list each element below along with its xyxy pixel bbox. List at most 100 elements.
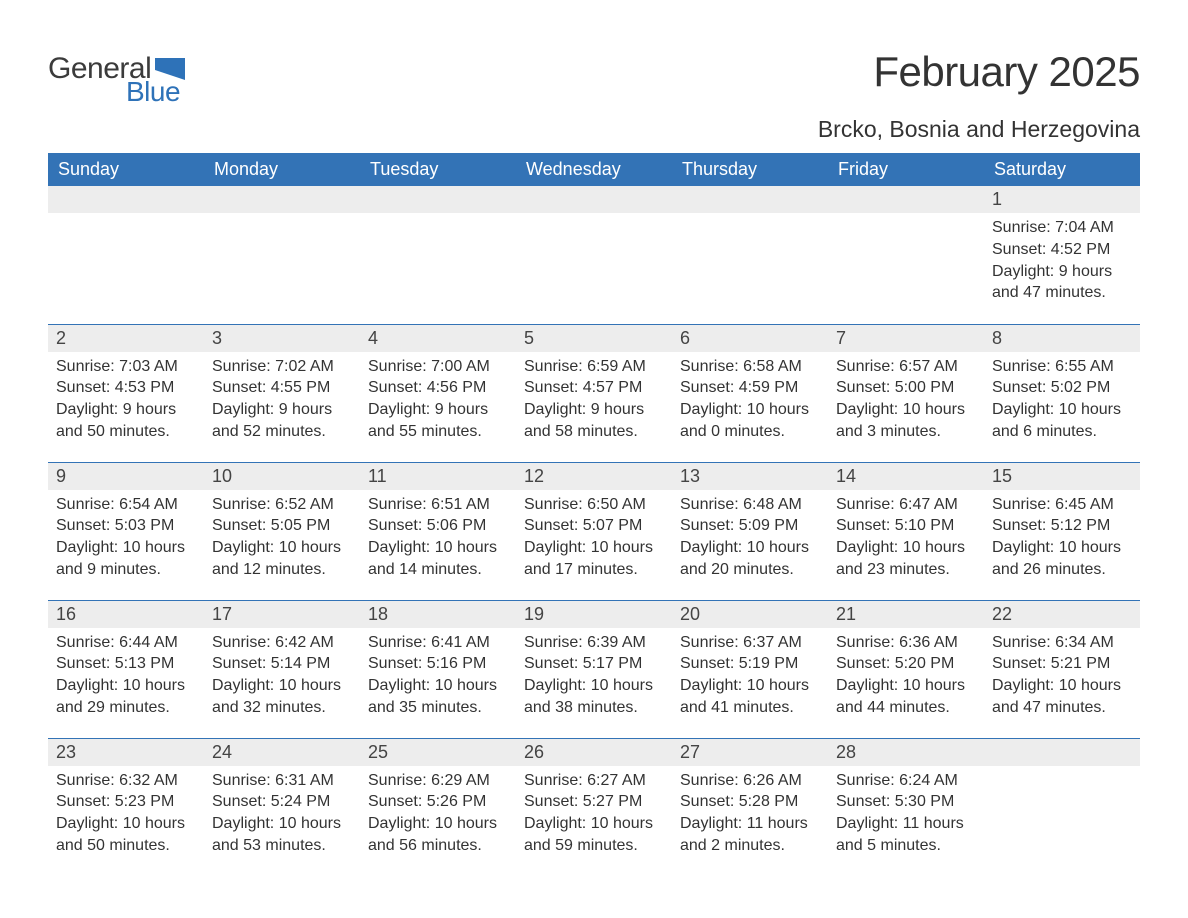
day-number: 16 [48,601,204,628]
day-details: Sunrise: 6:55 AMSunset: 5:02 PMDaylight:… [984,352,1140,450]
day-number-bar [984,739,1140,766]
sunset-text: Sunset: 5:07 PM [524,515,664,537]
sunrise-text: Sunrise: 6:57 AM [836,356,976,378]
calendar-day-cell: 17 Sunrise: 6:42 AMSunset: 5:14 PMDayligh… [204,600,360,738]
daylight-text: Daylight: 9 hours and 47 minutes. [992,261,1132,304]
sunrise-text: Sunrise: 6:52 AM [212,494,352,516]
sunset-text: Sunset: 5:00 PM [836,377,976,399]
weekday-header: Monday [204,153,360,186]
calendar-day-cell: 12Sunrise: 6:50 AMSunset: 5:07 PMDayligh… [516,462,672,600]
calendar-day-cell: 2Sunrise: 7:03 AMSunset: 4:53 PMDaylight… [48,324,204,462]
sunset-text: Sunset: 5:06 PM [368,515,508,537]
sunrise-text: Sunrise: 6:55 AM [992,356,1132,378]
day-number-bar [48,186,204,213]
sunrise-text: Sunrise: 6:41 AM [368,632,508,654]
day-details: Sunrise: 6:37 AMSunset: 5:19 PMDaylight:… [672,628,828,726]
weekday-header: Sunday [48,153,204,186]
calendar-day-cell [672,186,828,324]
calendar-day-cell [360,186,516,324]
day-number: 11 [360,463,516,490]
calendar-week-row: 23Sunrise: 6:32 AMSunset: 5:23 PMDayligh… [48,738,1140,876]
calendar-day-cell: 24Sunrise: 6:31 AMSunset: 5:24 PMDayligh… [204,738,360,876]
day-number-bar [672,186,828,213]
daylight-text: Daylight: 10 hours and 32 minutes. [212,675,352,718]
calendar-day-cell [828,186,984,324]
day-number: 7 [828,325,984,352]
calendar-day-cell: 26Sunrise: 6:27 AMSunset: 5:27 PMDayligh… [516,738,672,876]
day-number: 9 [48,463,204,490]
calendar-day-cell: 10Sunrise: 6:52 AMSunset: 5:05 PMDayligh… [204,462,360,600]
calendar-day-cell: 15Sunrise: 6:45 AMSunset: 5:12 PMDayligh… [984,462,1140,600]
day-number: 26 [516,739,672,766]
calendar-day-cell [204,186,360,324]
day-number: 17 [204,601,360,628]
weekday-header: Saturday [984,153,1140,186]
sunrise-text: Sunrise: 6:44 AM [56,632,196,654]
daylight-text: Daylight: 9 hours and 58 minutes. [524,399,664,442]
day-number: 6 [672,325,828,352]
daylight-text: Daylight: 10 hours and 35 minutes. [368,675,508,718]
daylight-text: Daylight: 11 hours and 2 minutes. [680,813,820,856]
sunrise-text: Sunrise: 6:24 AM [836,770,976,792]
day-number: 15 [984,463,1140,490]
calendar-day-cell: 9Sunrise: 6:54 AMSunset: 5:03 PMDaylight… [48,462,204,600]
day-details: Sunrise: 6:58 AMSunset: 4:59 PMDaylight:… [672,352,828,450]
day-details: Sunrise: 6:52 AMSunset: 5:05 PMDaylight:… [204,490,360,588]
sunrise-text: Sunrise: 6:32 AM [56,770,196,792]
day-details: Sunrise: 6:32 AMSunset: 5:23 PMDaylight:… [48,766,204,864]
calendar-day-cell: 3Sunrise: 7:02 AMSunset: 4:55 PMDaylight… [204,324,360,462]
sunrise-text: Sunrise: 6:34 AM [992,632,1132,654]
day-details: Sunrise: 7:00 AMSunset: 4:56 PMDaylight:… [360,352,516,450]
calendar-day-cell: 19Sunrise: 6:39 AMSunset: 5:17 PMDayligh… [516,600,672,738]
day-number-bar [516,186,672,213]
day-details: Sunrise: 7:04 AMSunset: 4:52 PMDaylight:… [984,213,1140,311]
day-number: 27 [672,739,828,766]
calendar-day-cell: 21Sunrise: 6:36 AMSunset: 5:20 PMDayligh… [828,600,984,738]
calendar-day-cell: 1Sunrise: 7:04 AMSunset: 4:52 PMDaylight… [984,186,1140,324]
sunset-text: Sunset: 5:16 PM [368,653,508,675]
daylight-text: Daylight: 10 hours and 41 minutes. [680,675,820,718]
sunset-text: Sunset: 5:09 PM [680,515,820,537]
calendar-week-row: 9Sunrise: 6:54 AMSunset: 5:03 PMDaylight… [48,462,1140,600]
sunset-text: Sunset: 5:14 PM [212,653,352,675]
daylight-text: Daylight: 11 hours and 5 minutes. [836,813,976,856]
sunrise-text: Sunrise: 6:42 AM [212,632,352,654]
day-number: 5 [516,325,672,352]
day-details: Sunrise: 7:02 AMSunset: 4:55 PMDaylight:… [204,352,360,450]
sunset-text: Sunset: 4:55 PM [212,377,352,399]
sunrise-text: Sunrise: 6:31 AM [212,770,352,792]
sunrise-text: Sunrise: 6:45 AM [992,494,1132,516]
logo: General Blue [48,48,185,106]
day-number: 19 [516,601,672,628]
calendar-day-cell [48,186,204,324]
day-number: 14 [828,463,984,490]
calendar-table: Sunday Monday Tuesday Wednesday Thursday… [48,153,1140,876]
sunset-text: Sunset: 5:30 PM [836,791,976,813]
sunrise-text: Sunrise: 6:51 AM [368,494,508,516]
daylight-text: Daylight: 9 hours and 50 minutes. [56,399,196,442]
day-details: Sunrise: 6:48 AMSunset: 5:09 PMDaylight:… [672,490,828,588]
calendar-week-row: 16Sunrise: 6:44 AMSunset: 5:13 PMDayligh… [48,600,1140,738]
day-details: Sunrise: 6:57 AMSunset: 5:00 PMDaylight:… [828,352,984,450]
daylight-text: Daylight: 10 hours and 44 minutes. [836,675,976,718]
weekday-header: Wednesday [516,153,672,186]
weekday-header: Friday [828,153,984,186]
calendar-day-cell: 5Sunrise: 6:59 AMSunset: 4:57 PMDaylight… [516,324,672,462]
day-number: 24 [204,739,360,766]
sunset-text: Sunset: 5:26 PM [368,791,508,813]
calendar-day-cell: 16Sunrise: 6:44 AMSunset: 5:13 PMDayligh… [48,600,204,738]
day-number: 2 [48,325,204,352]
logo-text-blue: Blue [126,78,185,106]
sunset-text: Sunset: 4:56 PM [368,377,508,399]
weekday-header: Tuesday [360,153,516,186]
calendar-day-cell: 23Sunrise: 6:32 AMSunset: 5:23 PMDayligh… [48,738,204,876]
day-details: Sunrise: 6:59 AMSunset: 4:57 PMDaylight:… [516,352,672,450]
sunrise-text: Sunrise: 7:00 AM [368,356,508,378]
calendar-day-cell: 20Sunrise: 6:37 AMSunset: 5:19 PMDayligh… [672,600,828,738]
sunrise-text: Sunrise: 6:29 AM [368,770,508,792]
sunset-text: Sunset: 4:53 PM [56,377,196,399]
day-details: Sunrise: 6:34 AMSunset: 5:21 PMDaylight:… [984,628,1140,726]
daylight-text: Daylight: 9 hours and 52 minutes. [212,399,352,442]
calendar-day-cell: 27Sunrise: 6:26 AMSunset: 5:28 PMDayligh… [672,738,828,876]
day-number-bar [828,186,984,213]
